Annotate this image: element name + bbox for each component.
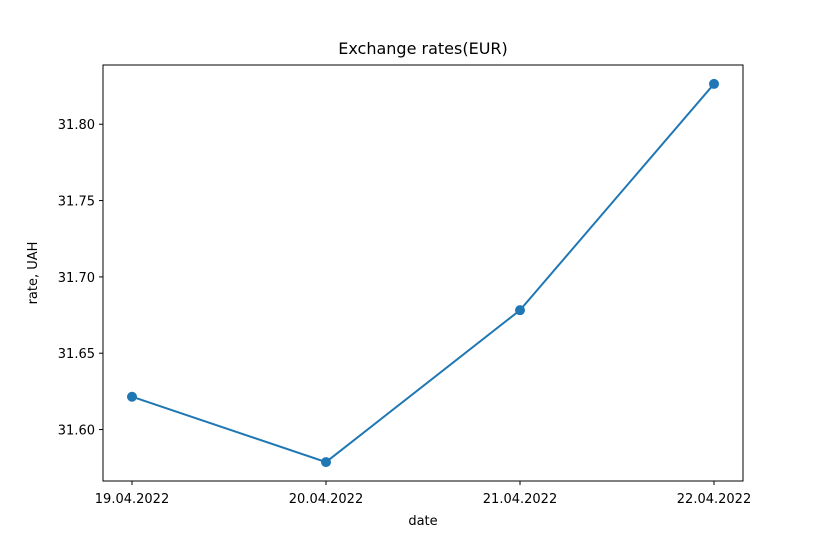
- y-tick-label: 31.70: [58, 271, 95, 286]
- x-tick-label: 22.04.2022: [677, 492, 751, 507]
- data-point: [321, 457, 331, 468]
- plot-area: [102, 64, 744, 482]
- y-axis-label: rate, UAH: [26, 242, 41, 305]
- y-tick-label: 31.60: [58, 424, 95, 439]
- x-tick-label: 21.04.2022: [483, 492, 557, 507]
- x-axis-label: date: [408, 514, 437, 529]
- data-point: [127, 391, 137, 402]
- chart-title: Exchange rates(EUR): [338, 39, 508, 58]
- x-tick-label: 19.04.2022: [95, 492, 169, 507]
- y-tick-label: 31.80: [58, 118, 95, 133]
- y-axis: 31.60 31.65 31.70 31.75 31.80: [58, 118, 103, 439]
- x-axis: 19.04.2022 20.04.2022 21.04.2022 22.04.2022: [95, 481, 751, 507]
- data-point: [515, 305, 525, 316]
- series-area: [127, 78, 719, 468]
- x-tick-label: 20.04.2022: [289, 492, 363, 507]
- series-line: [131, 83, 715, 464]
- y-tick-label: 31.65: [58, 347, 95, 362]
- y-tick-label: 31.75: [58, 195, 95, 210]
- data-point: [709, 78, 719, 89]
